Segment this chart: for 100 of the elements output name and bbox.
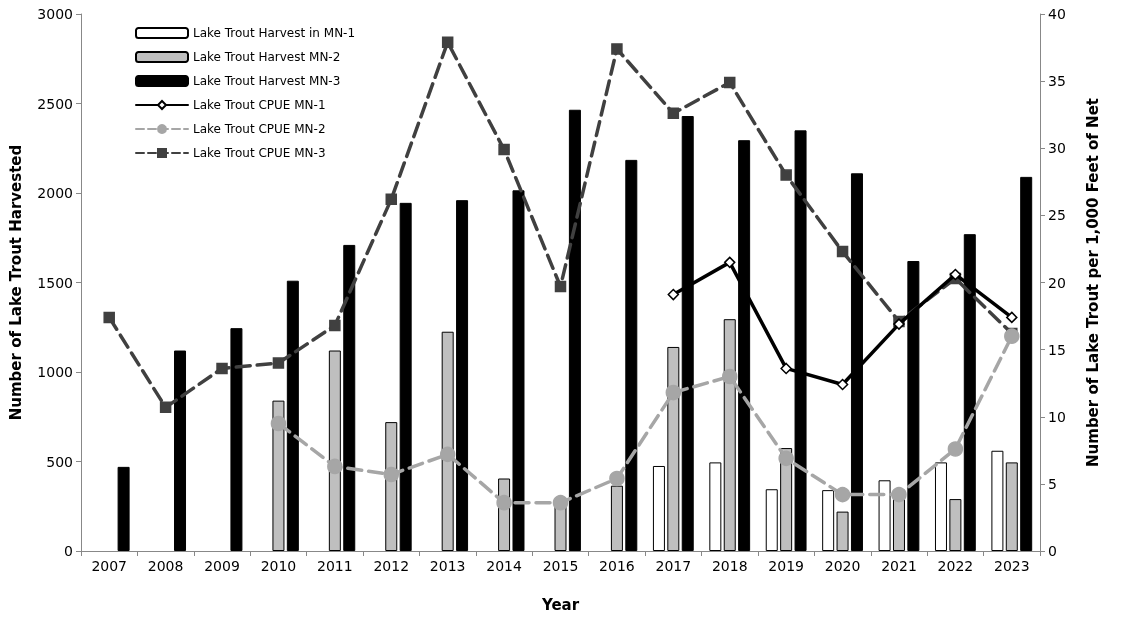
y-tick-label: 0	[64, 543, 73, 559]
x-tick-label: 2012	[373, 558, 410, 574]
x-tick-label: 2023	[993, 558, 1030, 574]
y2-tick-label: 5	[1048, 475, 1057, 492]
point	[722, 368, 738, 385]
bar	[991, 450, 1004, 551]
y-tick-label: 1000	[37, 364, 73, 380]
point	[498, 143, 510, 156]
bar	[652, 465, 665, 551]
y2-tick-label: 20	[1048, 274, 1066, 291]
x-tick-label: 2014	[486, 558, 522, 574]
point	[327, 458, 343, 475]
point	[836, 245, 849, 258]
point	[667, 288, 680, 301]
bar	[456, 200, 469, 551]
point	[496, 494, 512, 511]
x-tick-label: 2016	[599, 558, 635, 574]
point	[441, 36, 454, 48]
y2-tick-label: 10	[1048, 408, 1066, 425]
point	[778, 450, 794, 467]
point	[667, 107, 680, 120]
bar	[822, 490, 835, 551]
point	[947, 441, 964, 457]
y2-tick-label: 40	[1048, 6, 1066, 22]
y2-tick-label: 0	[1048, 543, 1057, 559]
bar	[878, 480, 891, 551]
bar	[230, 328, 243, 551]
point	[439, 446, 456, 463]
point	[159, 401, 172, 414]
y2-tick-label: 25	[1048, 207, 1066, 224]
x-tick-label: 2021	[881, 558, 917, 574]
y2-tick-label: 30	[1048, 140, 1066, 157]
x-tick-label: 2015	[542, 558, 579, 574]
y2-axis-title: Number of Lake Trout per 1,000 Feet of Net	[1083, 98, 1102, 467]
point	[949, 268, 962, 281]
bar	[286, 280, 299, 551]
bar	[117, 466, 130, 551]
y-tick-label: 1500	[37, 274, 73, 291]
x-tick-label: 2009	[204, 558, 240, 574]
point	[270, 415, 287, 432]
y-tick-label: 2500	[37, 95, 73, 112]
bar	[934, 462, 947, 551]
bar	[610, 485, 623, 551]
y-tick-label: 2000	[37, 185, 73, 201]
bar	[723, 319, 736, 551]
point	[609, 470, 625, 487]
legend-label: Lake Trout Harvest MN-2	[193, 50, 341, 64]
legend-label: Lake Trout CPUE MN-1	[193, 98, 326, 112]
point	[329, 319, 341, 332]
y-tick-label: 500	[46, 453, 73, 470]
x-axis-title: Year	[540, 595, 580, 614]
bar	[625, 159, 638, 551]
point	[780, 169, 792, 181]
point	[780, 362, 792, 375]
bar	[174, 350, 187, 551]
point	[891, 486, 907, 503]
bar	[512, 190, 525, 551]
x-tick-label: 2007	[91, 558, 128, 574]
bar	[892, 499, 905, 551]
legend-label: Lake Trout Harvest MN-3	[193, 74, 341, 88]
point	[216, 362, 228, 375]
x-tick-label: 2019	[768, 558, 804, 574]
y-axis-title: Number of Lake Trout Harvested	[6, 144, 25, 421]
bar	[836, 511, 849, 551]
point	[554, 280, 567, 293]
point	[723, 76, 736, 89]
x-tick-label: 2017	[655, 558, 692, 574]
legend-label: Lake Trout Harvest in MN-1	[193, 26, 356, 40]
x-tick-label: 2008	[147, 558, 184, 574]
bar	[272, 400, 285, 551]
bar	[1005, 462, 1018, 551]
point	[272, 357, 285, 369]
bar	[949, 499, 962, 551]
point	[723, 256, 736, 269]
point	[383, 466, 400, 483]
x-tick-label: 2013	[429, 558, 466, 574]
bar	[1020, 176, 1033, 551]
point	[611, 43, 623, 55]
bar	[765, 489, 778, 551]
bar	[709, 462, 722, 551]
legend-label: Lake Trout CPUE MN-3	[193, 146, 326, 160]
bar	[568, 109, 581, 551]
bar	[328, 350, 341, 551]
legend-label: Lake Trout CPUE MN-2	[193, 122, 326, 136]
x-tick-label: 2020	[824, 558, 861, 574]
bar	[343, 244, 356, 551]
point	[1004, 328, 1020, 344]
point	[834, 486, 851, 503]
y-tick-label: 3000	[37, 6, 73, 22]
x-tick-label: 2011	[317, 558, 353, 574]
point	[665, 384, 682, 401]
x-tick-label: 2022	[937, 558, 974, 574]
point	[103, 311, 115, 324]
bar	[399, 202, 412, 551]
x-tick-label: 2010	[260, 558, 297, 574]
point	[1006, 311, 1018, 324]
x-tick-label: 2018	[711, 558, 748, 574]
point	[836, 378, 849, 391]
bar	[667, 346, 680, 551]
y2-tick-label: 35	[1048, 73, 1066, 90]
